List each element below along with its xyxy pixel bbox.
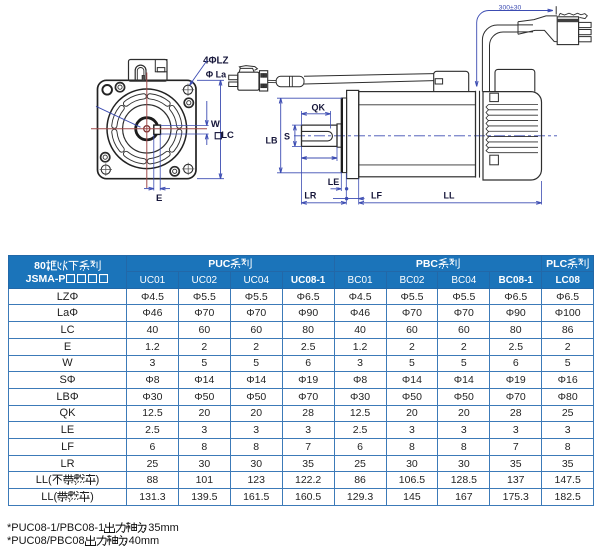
svg-text:QK: QK	[312, 102, 326, 112]
svg-text:LF: LF	[371, 190, 382, 200]
svg-text:LL: LL	[444, 191, 455, 201]
svg-text:4ΦLZ: 4ΦLZ	[203, 56, 228, 67]
svg-text:300±30: 300±30	[499, 4, 522, 11]
svg-text:LB: LB	[266, 135, 278, 145]
svg-text:Φ La: Φ La	[206, 69, 227, 79]
svg-text:LE: LE	[328, 177, 340, 187]
svg-text:S: S	[284, 131, 290, 141]
svg-text:LR: LR	[304, 191, 316, 201]
svg-text:E: E	[156, 193, 162, 204]
svg-text:W: W	[211, 119, 220, 130]
svg-text:LC: LC	[221, 130, 234, 141]
